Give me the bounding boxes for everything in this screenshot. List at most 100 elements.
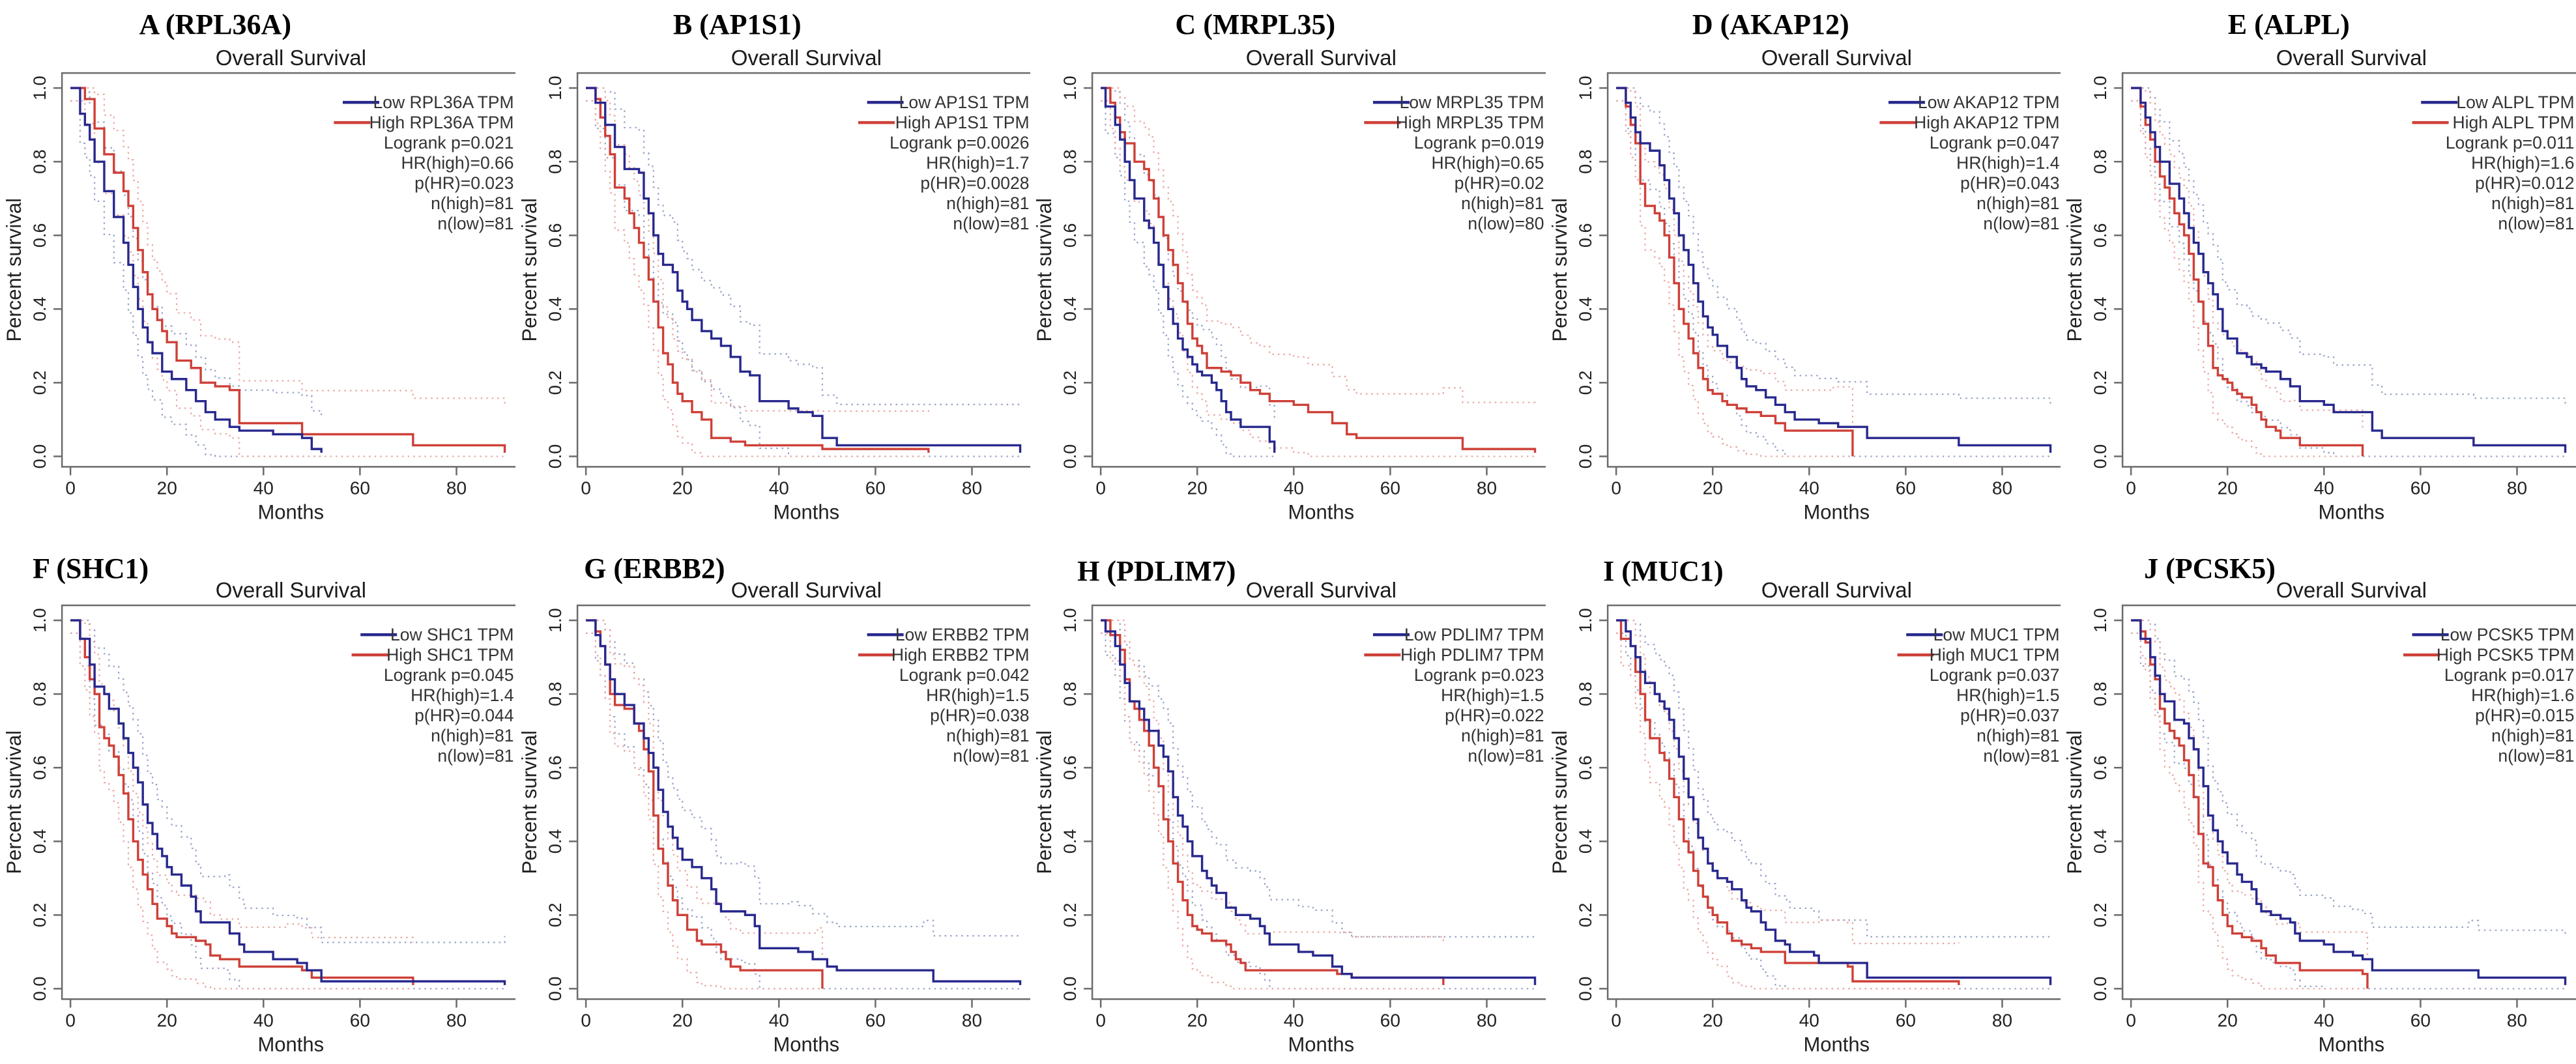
y-tick-label: 0.4: [545, 297, 565, 322]
legend-stat-4: n(low)=81: [1468, 746, 1544, 766]
legend-stat-0: Logrank p=0.042: [899, 665, 1029, 685]
y-axis-label: Percent survival: [1548, 198, 1571, 342]
y-tick-label: 0.0: [545, 444, 565, 469]
x-tick-label: 60: [350, 478, 370, 498]
x-tick-label: 0: [1096, 478, 1107, 498]
high-curve: [2131, 618, 2369, 988]
curves-group: [1101, 87, 1537, 457]
low-ci-upper: [2131, 619, 2567, 936]
x-tick-label: 20: [157, 478, 177, 498]
legend-stat-1: HR(high)=1.5: [1956, 685, 2059, 705]
y-tick-label: 1.0: [545, 76, 565, 100]
low-ci-lower: [1101, 100, 1275, 457]
low-curve: [70, 618, 506, 985]
plot-box: [2122, 72, 2576, 468]
survival-plot: E (ALPL) Overall Survival 1.0 0.8 0.6 0.4 0.2 0…: [2063, 8, 2576, 523]
y-axis-label: Percent survival: [3, 730, 25, 874]
legend-stat-3: n(high)=81: [946, 726, 1029, 745]
plot-box: [1606, 604, 2061, 1000]
high-ci-upper: [1615, 87, 1853, 427]
x-tick-label: 60: [865, 1010, 885, 1030]
legend-stat-3: n(high)=81: [431, 194, 514, 213]
x-axis-label: Months: [2319, 500, 2385, 523]
legend-stat-3: n(high)=81: [946, 194, 1029, 213]
y-tick-label: 0.2: [545, 902, 565, 927]
legend-stat-2: p(HR)=0.037: [1960, 706, 2059, 725]
x-tick-label: 0: [1611, 478, 1621, 498]
y-tick-label: 0.4: [1060, 829, 1080, 854]
high-ci-lower: [2131, 100, 2363, 457]
legend-stat-2: p(HR)=0.015: [2475, 706, 2574, 725]
legend-high-label: High PCSK5 TPM: [2437, 645, 2575, 665]
x-tick-label: 80: [2507, 1010, 2527, 1030]
y-tick-label: 0.2: [2091, 902, 2110, 927]
survival-plot: D (AKAP12) Overall Survival 1.0 0.8 0.6 0.4 0.…: [1548, 8, 2061, 523]
legend-low-label: Low PCSK5 TPM: [2440, 625, 2575, 644]
x-tick-label: 80: [1477, 478, 1497, 498]
legend-stat-0: Logrank p=0.0026: [890, 133, 1029, 152]
legend-low-label: Low AP1S1 TPM: [899, 93, 1029, 112]
y-tick-label: 0.6: [1060, 755, 1080, 780]
y-tick-label: 0.2: [1576, 371, 1595, 395]
survival-plot: A (RPL36A) Overall Survival 1.0 0.8 0.6 0.4 0.…: [3, 8, 515, 523]
x-tick-label: 60: [865, 478, 885, 498]
y-axis-label: Percent survival: [518, 730, 541, 874]
x-tick-label: 0: [2126, 1010, 2137, 1030]
x-tick-label: 60: [2410, 478, 2431, 498]
legend-stat-1: HR(high)=1.5: [1441, 685, 1544, 705]
high-curve: [2131, 87, 2364, 457]
y-tick-label: 0.8: [545, 682, 565, 706]
km-panel-h: H (PDLIM7) Overall Survival 1.0 0.8 0.6 0.4 0.…: [1030, 532, 1546, 1064]
y-tick-label: 1.0: [545, 608, 565, 633]
x-tick-label: 20: [1702, 478, 1722, 498]
low-curve: [1615, 618, 2052, 985]
y-tick-label: 0.0: [545, 976, 565, 1001]
y-axis-label: Percent survival: [1033, 730, 1056, 874]
legend-low-label: Low ALPL TPM: [2457, 93, 2575, 112]
legend-stat-0: Logrank p=0.019: [1414, 133, 1544, 152]
legend-stat-1: HR(high)=0.66: [401, 153, 514, 173]
low-curve: [585, 87, 1021, 453]
y-tick-label: 0.8: [1576, 682, 1595, 706]
high-ci-lower: [1615, 100, 1853, 457]
panel-letter-label: D (AKAP12): [1692, 8, 1849, 40]
x-tick-label: 40: [2314, 1010, 2334, 1030]
y-tick-label: 0.8: [2091, 149, 2110, 174]
survival-plot: B (AP1S1) Overall Survival 1.0 0.8 0.6 0.4 0.2…: [518, 8, 1031, 523]
x-tick-label: 0: [581, 1010, 591, 1030]
high-ci-upper: [1615, 619, 1960, 944]
y-tick-label: 0.8: [545, 149, 565, 174]
x-tick-label: 0: [65, 478, 76, 498]
y-tick-label: 0.8: [30, 682, 50, 706]
km-panel-b: B (AP1S1) Overall Survival 1.0 0.8 0.6 0.4 0.2…: [515, 0, 1031, 532]
legend-stat-3: n(high)=81: [1461, 726, 1544, 745]
x-tick-label: 60: [350, 1010, 370, 1030]
x-tick-label: 80: [961, 1010, 981, 1030]
legend-low-label: Low AKAP12 TPM: [1918, 93, 2060, 112]
curves-group: [1615, 87, 2052, 457]
legend-stat-4: n(low)=81: [953, 746, 1029, 766]
panel-letter-label: G (ERBB2): [584, 553, 725, 584]
y-tick-label: 1.0: [1060, 76, 1080, 100]
x-tick-label: 80: [446, 478, 467, 498]
survival-plot: J (PCSK5)Overall Survival 1.0 0.8 0.6 0.4 0.2…: [2063, 553, 2576, 1056]
y-axis-label: Percent survival: [3, 198, 25, 342]
legend-stat-0: Logrank p=0.011: [2446, 133, 2575, 152]
y-tick-label: 0.0: [30, 444, 50, 469]
curves-group: [1101, 618, 1537, 990]
curves-group: [1615, 618, 2052, 990]
x-tick-label: 80: [1992, 1010, 2012, 1030]
plot-box: [61, 604, 515, 1000]
legend-high-label: High MUC1 TPM: [1930, 645, 2060, 665]
panel-letter-label: B (AP1S1): [673, 8, 801, 40]
low-ci-lower: [2131, 632, 2566, 990]
high-curve: [585, 618, 824, 988]
low-ci-upper: [1101, 87, 1275, 422]
chart-title: Overall Survival: [1761, 578, 1912, 602]
high-ci-lower: [1101, 100, 1535, 457]
legend-low-label: Low PDLIM7 TPM: [1404, 625, 1544, 644]
